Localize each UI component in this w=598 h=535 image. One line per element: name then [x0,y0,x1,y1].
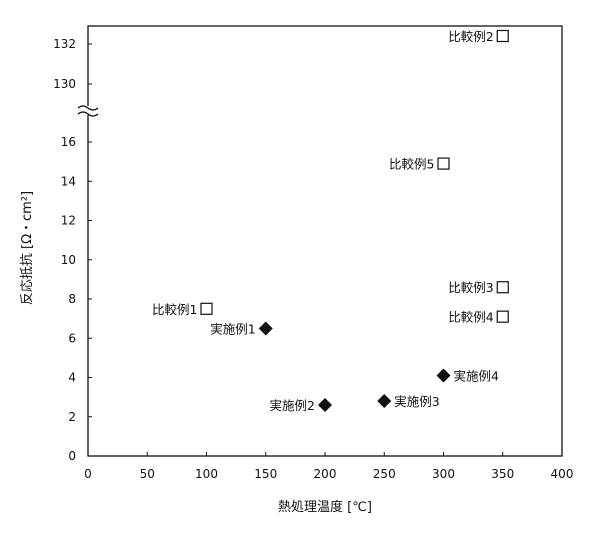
y-tick-label: 2 [68,410,76,424]
y-axis-label: 反応抵抗 [Ω・cm²] [20,191,35,305]
y-tick-label: 132 [53,37,76,51]
diamond-marker [377,394,391,408]
y-tick-label: 16 [61,135,76,149]
y-tick-label: 6 [68,331,76,345]
point-label: 実施例2 [270,398,315,413]
x-axis-label: 熱処理温度 [℃] [278,499,372,515]
y-tick-label: 14 [61,174,76,188]
point-label: 比較例4 [448,310,494,325]
point-label: 実施例3 [394,394,439,409]
x-tick-label: 250 [373,467,396,481]
axis-break-layer [78,106,98,116]
diamond-marker [259,321,273,335]
y-tick-label: 130 [53,77,76,91]
y-tick-label: 12 [61,214,76,228]
y-tick-label: 4 [68,371,76,385]
x-tick-label: 0 [84,467,92,481]
point-label: 比較例5 [389,157,434,172]
x-tick-label: 200 [314,467,337,481]
y-tick-label: 0 [68,449,76,463]
x-tick-label: 50 [140,467,155,481]
diamond-marker [437,369,451,383]
plot-area-frame [88,26,562,456]
x-tick-label: 150 [254,467,277,481]
x-tick-label: 400 [551,467,574,481]
square-marker [497,31,508,42]
square-marker [201,303,212,314]
diamond-marker [318,398,332,412]
square-marker [497,311,508,322]
y-axis-ticks: 0 2 4 6 8 10 12 14 16 130 132 [53,37,92,463]
y-tick-label: 8 [68,292,76,306]
point-label: 比較例3 [448,280,493,295]
x-tick-label: 100 [195,467,218,481]
point-label: 実施例4 [454,369,500,384]
x-tick-label: 300 [432,467,455,481]
data-points: 実施例1 実施例2 実施例3 実施例4 比較例1 比較例2 比較例3 比較例4 比較例5 [152,29,508,413]
square-marker [438,158,449,169]
point-label: 比較例2 [448,29,493,44]
x-tick-label: 350 [491,467,514,481]
square-marker [497,282,508,293]
point-label: 実施例1 [210,321,255,336]
point-label: 比較例1 [152,302,197,317]
y-tick-label: 10 [61,253,76,267]
